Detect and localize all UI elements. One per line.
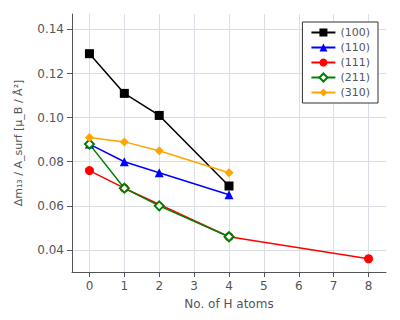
svg-text:(111): (111)	[340, 56, 370, 69]
svg-text:(310): (310)	[340, 86, 370, 99]
svg-text:8: 8	[365, 279, 373, 293]
svg-text:No. of H atoms: No. of H atoms	[184, 297, 273, 311]
svg-text:0.14: 0.14	[37, 22, 64, 36]
svg-text:0.04: 0.04	[37, 243, 64, 257]
svg-text:6: 6	[295, 279, 303, 293]
svg-text:0.10: 0.10	[37, 111, 64, 125]
svg-text:(100): (100)	[340, 26, 370, 39]
svg-text:2: 2	[155, 279, 163, 293]
svg-text:(211): (211)	[340, 71, 370, 84]
svg-text:0.06: 0.06	[37, 199, 64, 213]
svg-text:0.12: 0.12	[37, 67, 64, 81]
svg-text:0: 0	[86, 279, 94, 293]
svg-text:7: 7	[330, 279, 338, 293]
svg-text:Δm₁₃ / A_surf [μ_B / Å²]: Δm₁₃ / A_surf [μ_B / Å²]	[12, 80, 25, 207]
svg-text:3: 3	[190, 279, 198, 293]
svg-text:5: 5	[260, 279, 268, 293]
svg-text:1: 1	[121, 279, 129, 293]
svg-text:(110): (110)	[340, 41, 370, 54]
svg-text:0.08: 0.08	[37, 155, 64, 169]
svg-text:4: 4	[225, 279, 233, 293]
